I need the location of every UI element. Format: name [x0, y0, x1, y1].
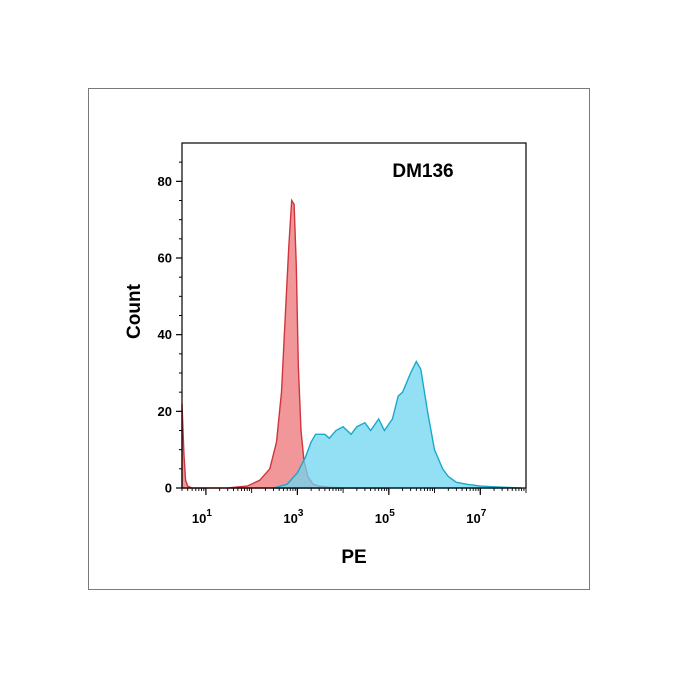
x-tick-label: 103 — [283, 508, 303, 526]
y-tick-label: 40 — [158, 327, 172, 342]
y-tick-label: 60 — [158, 251, 172, 266]
series-area-2 — [273, 360, 522, 489]
axis-layer: 0 20 40 60 80 101 103 105 107 — [158, 161, 527, 526]
plot-layer — [181, 198, 522, 489]
x-axis-title: PE — [341, 547, 366, 568]
sample-label: DM136 — [392, 161, 453, 182]
y-axis-title: Count — [124, 283, 145, 339]
x-tick-label: 101 — [192, 508, 212, 526]
y-tick-label: 80 — [158, 174, 172, 189]
figure-frame — [88, 88, 590, 590]
x-tick-label: 105 — [375, 508, 395, 526]
x-tick-label: 107 — [466, 508, 486, 526]
y-tick-label: 0 — [165, 481, 172, 496]
y-tick-label: 20 — [158, 404, 172, 419]
